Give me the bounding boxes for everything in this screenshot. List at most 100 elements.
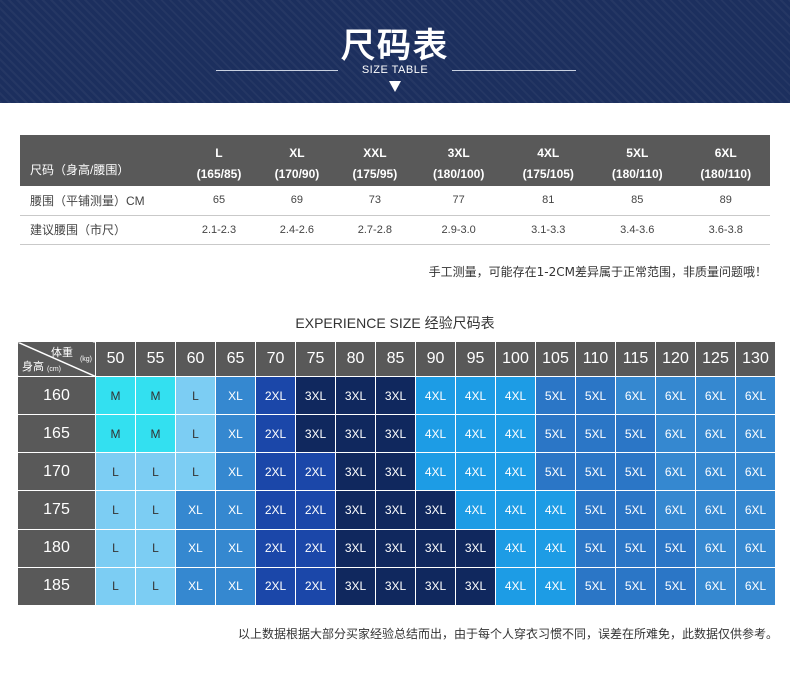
- size-spec: (180/100): [432, 166, 485, 181]
- size-cell: L: [135, 490, 176, 530]
- size-cell: 5XL: [535, 375, 576, 416]
- weight-header: 60: [175, 341, 216, 377]
- table-row: 腰围（平铺测量）CM 65 69 73 77 81 85 89: [20, 186, 770, 216]
- size-cell: 4XL: [495, 414, 536, 454]
- down-arrow-icon: [389, 81, 401, 92]
- table-cell: 73: [335, 186, 414, 216]
- size-cell: 4XL: [455, 375, 496, 416]
- size-cell: 6XL: [695, 375, 736, 416]
- weight-header: 100: [495, 341, 536, 377]
- size-cell: XL: [215, 566, 256, 607]
- size-cell: 5XL: [535, 414, 576, 454]
- size-cell: 3XL: [335, 490, 376, 530]
- weight-header: 85: [375, 341, 416, 377]
- weight-header: 130: [735, 341, 776, 377]
- size-col: XL (170/90): [258, 135, 336, 186]
- size-cell: 5XL: [615, 528, 656, 568]
- size-spec: (170/90): [274, 166, 320, 181]
- size-cell: 5XL: [655, 566, 696, 607]
- size-cell: M: [135, 375, 176, 416]
- height-header: 185: [17, 566, 96, 607]
- size-cell: 4XL: [415, 414, 456, 454]
- size-cell: L: [175, 452, 216, 492]
- table-row: 175 L L XL XL 2XL 2XL 3XL 3XL 3XL 4XL 4XL 4XL 5XL 5XL 6…: [17, 490, 776, 530]
- size-spec: (180/110): [611, 166, 663, 181]
- table-cell: 2.9-3.0: [413, 215, 504, 245]
- weight-unit: (kg): [79, 356, 92, 363]
- size-cell: 2XL: [255, 414, 296, 454]
- table-row: 建议腰围（市尺） 2.1-2.3 2.4-2.6 2.7-2.8 2.9-3.0…: [20, 215, 770, 245]
- size-cell: 4XL: [535, 528, 576, 568]
- size-cell: 6XL: [695, 452, 736, 492]
- table-cell: 81: [503, 186, 594, 216]
- size-cell: 2XL: [295, 490, 336, 530]
- size-cell: 6XL: [695, 566, 736, 607]
- size-cell: 4XL: [455, 490, 496, 530]
- size-cell: 6XL: [735, 490, 776, 530]
- measurement-note: 手工测量，可能存在1-2CM差异属于正常范围，非质量问题哦！: [428, 265, 767, 279]
- size-cell: M: [135, 414, 176, 454]
- size-cell: 6XL: [655, 490, 696, 530]
- weight-header: 115: [615, 341, 656, 377]
- size-cell: 3XL: [455, 528, 496, 568]
- size-table-header: 尺码（身高/腰围） L (165/85) XL (170/90) XXL (175/9…: [20, 135, 770, 186]
- size-col: 6XL (180/110): [682, 135, 771, 186]
- weight-header: 70: [255, 341, 296, 377]
- size-cell: 6XL: [735, 452, 776, 492]
- size-cell: 2XL: [255, 566, 296, 607]
- size-cell: 3XL: [415, 528, 456, 568]
- header-banner: 尺码表 SIZE TABLE: [0, 0, 790, 103]
- table-cell: 65: [180, 186, 258, 216]
- size-cell: XL: [175, 528, 216, 568]
- size-cell: 3XL: [335, 414, 376, 454]
- table-row: 180 L L XL XL 2XL 2XL 3XL 3XL 3XL 3XL 4XL 4XL 5XL 5XL 5…: [17, 528, 776, 568]
- size-cell: 5XL: [615, 452, 656, 492]
- size-cell: 4XL: [495, 490, 536, 530]
- size-cell: 3XL: [295, 414, 336, 454]
- size-cell: XL: [215, 375, 256, 416]
- table-cell: 2.1-2.3: [180, 215, 258, 245]
- size-cell: 4XL: [495, 375, 536, 416]
- size-cell: 3XL: [375, 414, 416, 454]
- size-cell: XL: [215, 414, 256, 454]
- size-cell: 4XL: [495, 566, 536, 607]
- size-cell: 5XL: [615, 490, 656, 530]
- experience-body: 160 M M L XL 2XL 3XL 3XL 3XL 4XL 4XL 4XL 5XL 5XL 6XL 6X…: [17, 375, 776, 607]
- table-cell: 3.1-3.3: [503, 215, 594, 245]
- size-name: 5XL: [626, 145, 649, 160]
- size-cell: L: [175, 375, 216, 416]
- table-cell: 3.4-3.6: [593, 215, 682, 245]
- height-label: 身高: [22, 361, 44, 373]
- size-cell: 6XL: [655, 375, 696, 416]
- size-cell: L: [95, 490, 136, 530]
- size-cell: L: [95, 528, 136, 568]
- size-name: XXL: [363, 145, 387, 160]
- size-cell: L: [95, 452, 136, 492]
- table-cell: 69: [257, 186, 336, 216]
- weight-header: 95: [455, 341, 496, 377]
- size-cell: 4XL: [535, 566, 576, 607]
- size-cell: 3XL: [335, 452, 376, 492]
- size-cell: 6XL: [695, 414, 736, 454]
- size-name: 6XL: [714, 145, 737, 160]
- size-cell: 3XL: [415, 566, 456, 607]
- weight-header: 110: [575, 341, 616, 377]
- size-cell: L: [135, 566, 176, 607]
- weight-label: 体重: [51, 347, 73, 359]
- size-cell: 6XL: [655, 452, 696, 492]
- size-spec: (165/85): [196, 166, 242, 181]
- experience-table: 体重 (kg) 身高 (cm) 50 55 60 65 70 75 80 85 90 95 100 1…: [17, 341, 776, 607]
- weight-header: 65: [215, 341, 256, 377]
- size-cell: 3XL: [375, 528, 416, 568]
- size-name: XL: [289, 145, 305, 160]
- size-cell: 2XL: [295, 452, 336, 492]
- table-row: 165 M M L XL 2XL 3XL 3XL 3XL 4XL 4XL 4XL 5XL 5XL 5XL 6X…: [17, 414, 776, 454]
- size-cell: 4XL: [415, 375, 456, 416]
- size-cell: 6XL: [695, 490, 736, 530]
- divider-right: [452, 70, 576, 71]
- size-cell: 3XL: [335, 528, 376, 568]
- size-cell: XL: [215, 528, 256, 568]
- size-cell: 4XL: [495, 528, 536, 568]
- height-header: 170: [17, 452, 96, 492]
- size-cell: 5XL: [615, 414, 656, 454]
